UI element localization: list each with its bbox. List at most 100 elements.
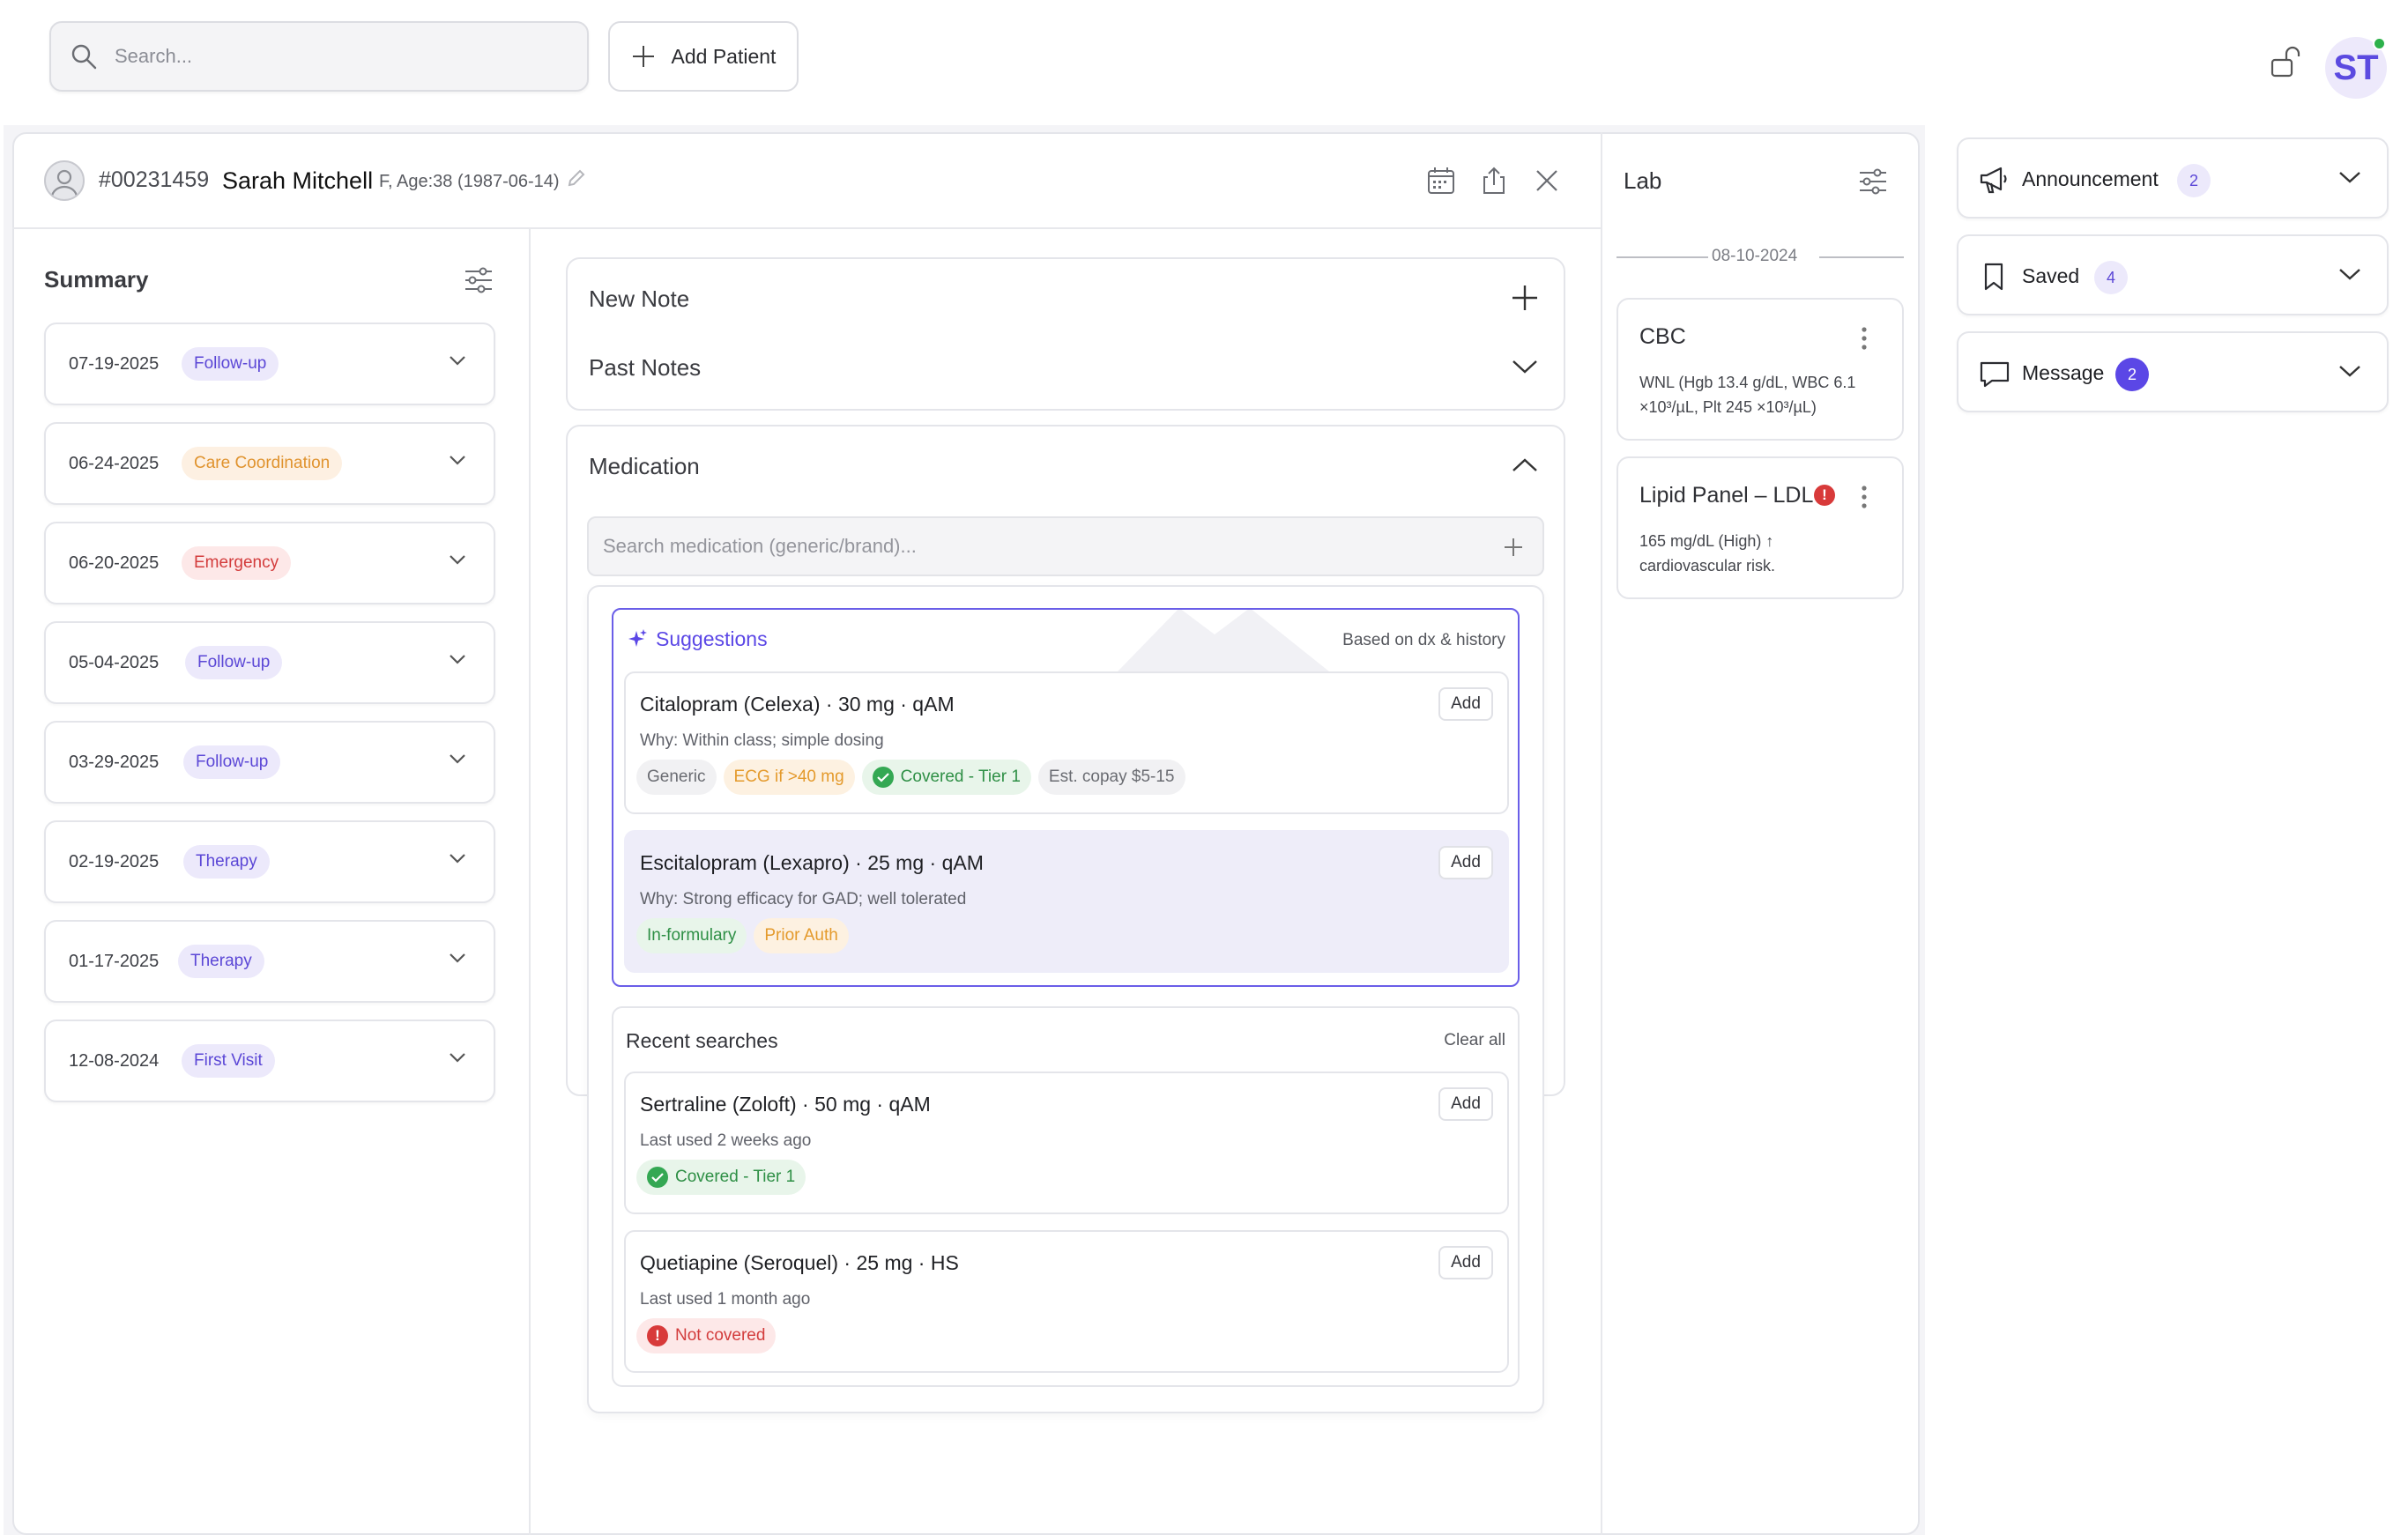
visit-date: 05-04-2025 xyxy=(69,653,160,672)
chevron-down-icon[interactable] xyxy=(448,852,467,864)
suggestion-card-selected[interactable]: Escitalopram (Lexapro) · 25 mg · qAM Why… xyxy=(624,830,1509,973)
global-search[interactable] xyxy=(49,21,589,92)
coverage-label: Not covered xyxy=(675,1326,766,1345)
visit-type-badge: Follow-up xyxy=(185,646,283,679)
generic-tag: Generic xyxy=(636,760,717,795)
announcement-label: Announcement xyxy=(2022,167,2159,190)
unlock-icon[interactable] xyxy=(2269,44,2304,79)
visit-card[interactable]: 01-17-2025 Therapy xyxy=(44,920,495,1003)
last-used: Last used 1 month ago xyxy=(640,1290,811,1309)
chevron-down-icon[interactable] xyxy=(448,753,467,765)
add-drug-button[interactable]: Add xyxy=(1438,1087,1493,1121)
filter-settings-icon[interactable] xyxy=(464,266,494,294)
share-icon[interactable] xyxy=(1479,166,1509,196)
recent-drug-card[interactable]: Sertraline (Zoloft) · 50 mg · qAM Last u… xyxy=(624,1072,1509,1214)
visit-card[interactable]: 03-29-2025 Follow-up xyxy=(44,721,495,804)
suggestions-panel: Suggestions Based on dx & history Citalo… xyxy=(612,608,1520,987)
chevron-down-icon[interactable] xyxy=(2337,363,2362,379)
chevron-down-icon[interactable] xyxy=(2337,266,2362,282)
visit-type-badge: Emergency xyxy=(182,546,292,580)
chevron-down-icon[interactable] xyxy=(448,454,467,466)
new-note-title[interactable]: New Note xyxy=(589,285,690,312)
medication-title[interactable]: Medication xyxy=(589,453,700,479)
visit-type-badge: Care Coordination xyxy=(182,447,343,480)
more-options-icon[interactable] xyxy=(1862,326,1867,351)
saved-count: 4 xyxy=(2094,261,2128,294)
visit-card[interactable]: 06-24-2025 Care Coordination xyxy=(44,422,495,505)
patient-id: #00231459 xyxy=(99,167,210,192)
alert-circle-icon: ! xyxy=(647,1325,668,1346)
recent-searches-panel: Recent searches Clear all Sertraline (Zo… xyxy=(612,1006,1520,1387)
chevron-down-icon[interactable] xyxy=(448,553,467,566)
chevron-down-icon[interactable] xyxy=(448,1051,467,1064)
patient-avatar-icon xyxy=(44,160,85,201)
medication-search[interactable] xyxy=(587,516,1544,576)
summary-title: Summary xyxy=(44,266,149,293)
plus-icon[interactable] xyxy=(1504,538,1523,557)
chevron-down-icon[interactable] xyxy=(2337,169,2362,185)
coverage-tag: Covered - Tier 1 xyxy=(861,760,1031,795)
add-patient-label: Add Patient xyxy=(671,44,777,68)
visit-date: 12-08-2024 xyxy=(69,1051,160,1071)
visit-type-badge: Follow-up xyxy=(183,745,281,779)
ecg-warning-tag: ECG if >40 mg xyxy=(723,760,855,795)
drug-name: Quetiapine (Seroquel) · 25 mg · HS xyxy=(640,1251,959,1274)
visit-date: 01-17-2025 xyxy=(69,952,160,971)
suggestion-card[interactable]: Citalopram (Celexa) · 30 mg · qAM Why: W… xyxy=(624,671,1509,814)
chevron-down-icon[interactable] xyxy=(448,952,467,964)
recent-searches-title: Recent searches xyxy=(626,1029,778,1052)
drug-name: Citalopram (Celexa) · 30 mg · qAM xyxy=(640,693,955,716)
date-divider-line xyxy=(1616,256,1708,258)
visit-card[interactable]: 02-19-2025 Therapy xyxy=(44,820,495,903)
visit-card[interactable]: 06-20-2025 Emergency xyxy=(44,522,495,604)
chevron-up-icon[interactable] xyxy=(1511,456,1539,474)
visit-type-badge: First Visit xyxy=(182,1044,275,1078)
plus-icon[interactable] xyxy=(1511,284,1539,312)
message-icon xyxy=(1978,358,2011,389)
column-divider xyxy=(1601,132,1602,1535)
suggestions-basis: Based on dx & history xyxy=(1342,631,1505,649)
header-divider xyxy=(12,227,1601,229)
user-initials: ST xyxy=(2333,48,2379,87)
lab-title: Lab xyxy=(1624,167,1662,194)
visit-date: 03-29-2025 xyxy=(69,753,160,772)
add-drug-button[interactable]: Add xyxy=(1438,846,1493,879)
more-options-icon[interactable] xyxy=(1862,485,1867,509)
search-input[interactable] xyxy=(115,45,538,68)
recent-drug-card[interactable]: Quetiapine (Seroquel) · 25 mg · HS Last … xyxy=(624,1230,1509,1373)
message-panel[interactable]: Message 2 xyxy=(1957,331,2389,412)
lab-result-card[interactable]: Lipid Panel – LDL ! 165 mg/dL (High) ↑ c… xyxy=(1616,456,1904,599)
visit-card[interactable]: 07-19-2025 Follow-up xyxy=(44,323,495,405)
visit-card[interactable]: 12-08-2024 First Visit xyxy=(44,1020,495,1102)
chevron-down-icon[interactable] xyxy=(448,653,467,665)
add-patient-button[interactable]: Add Patient xyxy=(608,21,799,92)
coverage-label: Covered - Tier 1 xyxy=(675,1168,796,1186)
announcement-panel[interactable]: Announcement 2 xyxy=(1957,137,2389,219)
add-drug-button[interactable]: Add xyxy=(1438,1246,1493,1279)
medication-search-input[interactable] xyxy=(603,535,1484,558)
announcement-count: 2 xyxy=(2177,164,2211,197)
visit-card[interactable]: 05-04-2025 Follow-up xyxy=(44,621,495,704)
visit-date: 02-19-2025 xyxy=(69,852,160,871)
lab-test-name: CBC xyxy=(1639,324,1686,349)
message-count: 2 xyxy=(2115,358,2149,391)
clear-all-button[interactable]: Clear all xyxy=(1444,1031,1505,1049)
edit-pencil-icon[interactable] xyxy=(566,167,587,189)
chevron-down-icon[interactable] xyxy=(448,354,467,367)
lab-result-card[interactable]: CBC WNL (Hgb 13.4 g/dL, WBC 6.1 ×10³/µL,… xyxy=(1616,298,1904,441)
alert-circle-icon: ! xyxy=(1814,485,1835,506)
add-drug-button[interactable]: Add xyxy=(1438,687,1493,721)
calendar-icon[interactable] xyxy=(1426,166,1456,196)
past-notes-title[interactable]: Past Notes xyxy=(589,354,702,381)
filter-settings-icon[interactable] xyxy=(1858,167,1888,196)
saved-panel[interactable]: Saved 4 xyxy=(1957,234,2389,315)
drug-reason: Why: Within class; simple dosing xyxy=(640,731,884,750)
not-covered-tag: ! Not covered xyxy=(636,1318,777,1353)
chevron-down-icon[interactable] xyxy=(1511,358,1539,375)
column-divider xyxy=(529,229,531,1535)
lab-test-name: Lipid Panel – LDL xyxy=(1639,483,1814,508)
close-icon[interactable] xyxy=(1534,167,1560,194)
copay-tag: Est. copay $5-15 xyxy=(1037,760,1185,795)
suggestions-title: Suggestions xyxy=(656,627,768,650)
visit-date: 06-20-2025 xyxy=(69,553,160,573)
